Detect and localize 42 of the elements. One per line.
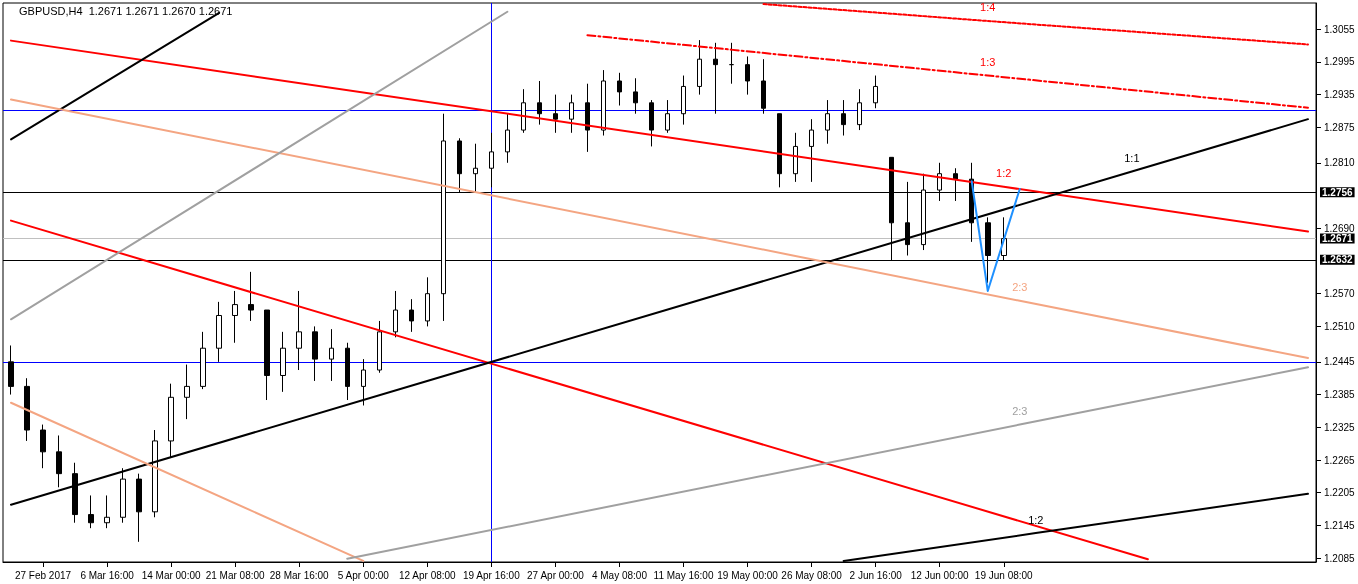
x-tick-label: 19 Jun 08:00 (974, 569, 1034, 581)
y-tick-label: 1.3055 (1324, 23, 1356, 35)
x-tick-label: 27 Feb 2017 (14, 569, 72, 581)
series-label: 2:3 (1012, 281, 1028, 294)
y-tick-label: 1.2810 (1324, 157, 1356, 169)
x-tick-label: 21 Mar 08:00 (205, 569, 266, 581)
y-tick-label: 1.2085 (1324, 552, 1356, 564)
x-tick-label: 11 May 16:00 (653, 569, 714, 581)
series-label: 1:1 (1124, 152, 1140, 165)
ref-line-label: 1.2671 (1322, 233, 1354, 245)
x-tick-label: 12 Jun 00:00 (910, 569, 970, 581)
y-tick-label: 1.2510 (1324, 320, 1356, 332)
y-tick-label: 1.2325 (1324, 421, 1356, 433)
y-tick-label: 1.2875 (1324, 121, 1356, 133)
ref-line-label: 1.2756 (1322, 186, 1354, 198)
x-tick-label: 6 Mar 16:00 (80, 569, 135, 581)
chart-title: GBPUSD,H4 1.2671 1.2671 1.2670 1.2671 (19, 4, 233, 17)
x-tick-label: 28 Mar 16:00 (269, 569, 330, 581)
y-tick-label: 1.2995 (1324, 56, 1356, 68)
series-label: 1:4 (980, 1, 996, 14)
ref-line-label: 1.2632 (1322, 254, 1354, 266)
series-label: 2:3 (1012, 405, 1028, 418)
y-tick-label: 1.2265 (1324, 454, 1356, 466)
x-tick-label: 27 Apr 00:00 (527, 569, 585, 581)
x-tick-label: 19 Apr 16:00 (463, 569, 521, 581)
x-tick-label: 5 Apr 00:00 (337, 569, 390, 581)
y-tick-label: 1.2935 (1324, 89, 1356, 101)
y-tick-label: 1.2385 (1324, 389, 1356, 401)
y-tick-label: 1.2690 (1324, 222, 1356, 234)
y-tick-label: 1.2570 (1324, 288, 1356, 300)
x-tick-label: 19 May 00:00 (717, 569, 779, 581)
series-label: 1:2 (1028, 513, 1044, 526)
x-tick-label: 4 May 08:00 (591, 569, 648, 581)
x-tick-label: 14 Mar 00:00 (141, 569, 202, 581)
x-tick-label: 2 Jun 16:00 (849, 569, 903, 581)
y-tick-label: 1.2145 (1324, 519, 1356, 531)
series-label: 1:2 (996, 167, 1012, 180)
series-label: 1:3 (980, 56, 996, 69)
y-tick-label: 1.2445 (1324, 356, 1356, 368)
y-tick-label: 1.2205 (1324, 487, 1356, 499)
x-tick-label: 26 May 08:00 (781, 569, 843, 581)
x-tick-label: 12 Apr 08:00 (398, 569, 457, 581)
